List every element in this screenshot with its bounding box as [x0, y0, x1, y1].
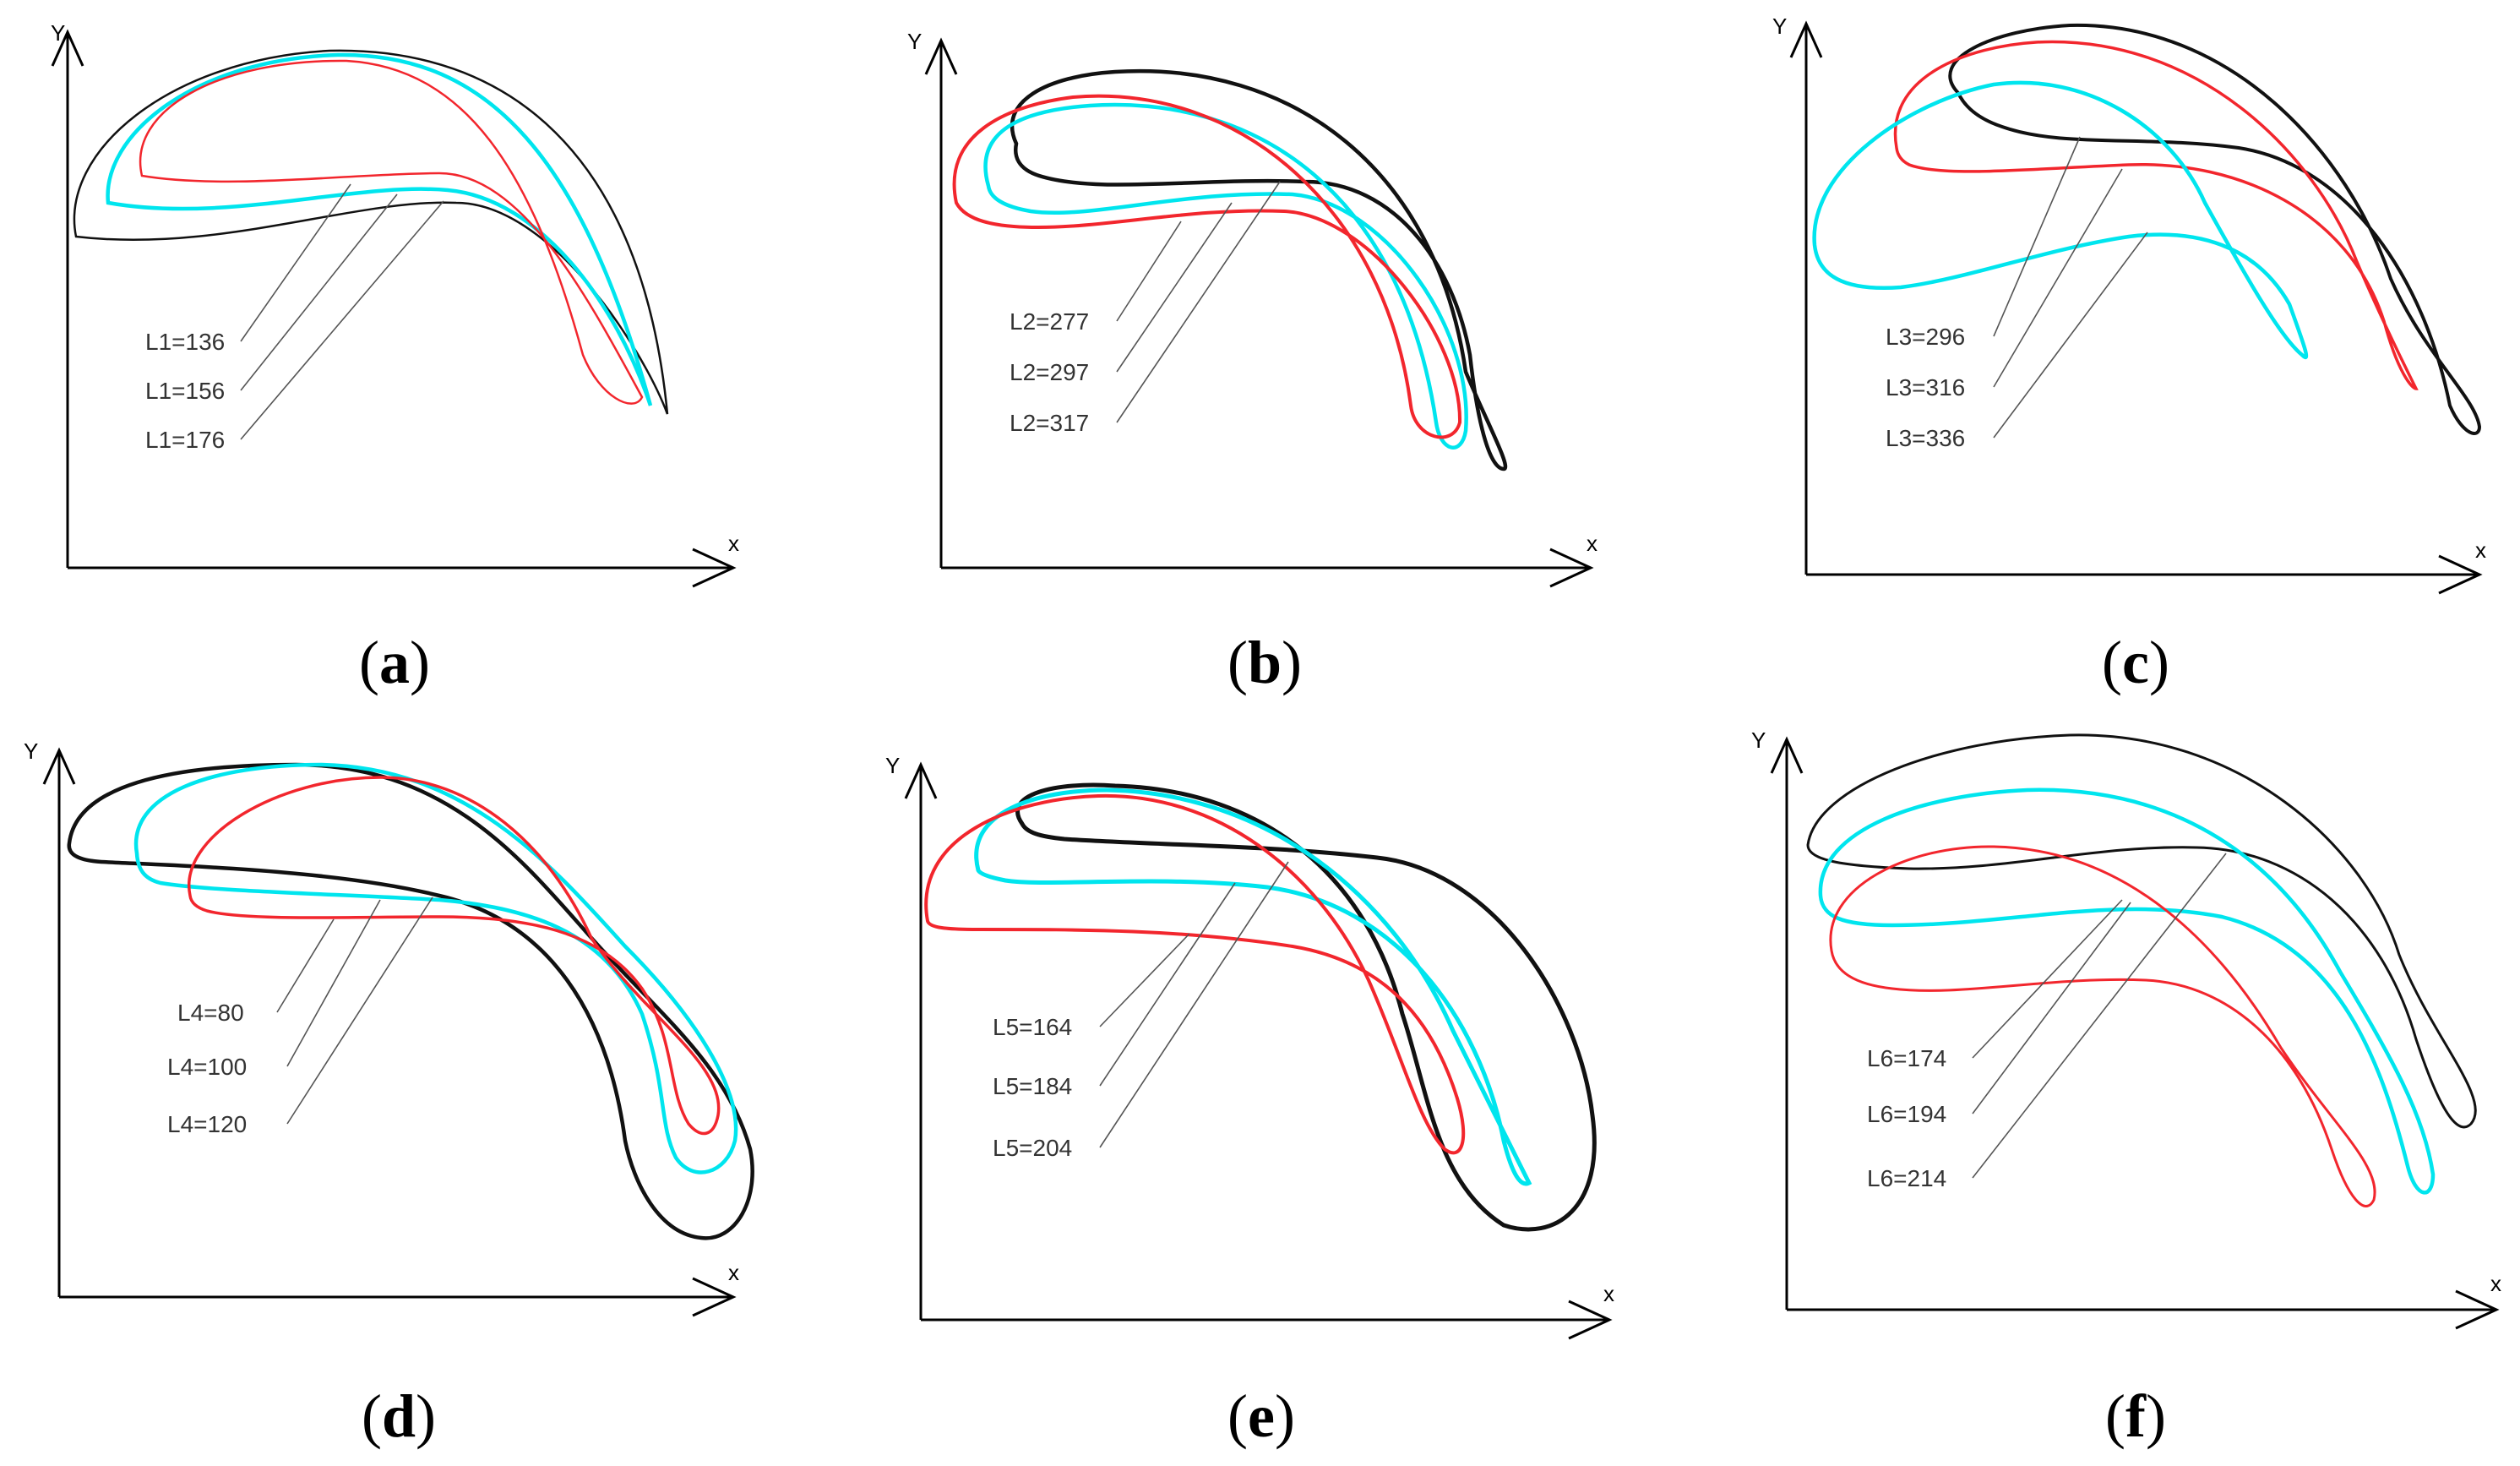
y-axis-arrow	[1789, 20, 1823, 58]
annotation-label: L4=80	[177, 1000, 244, 1026]
x-axis-label: x	[2490, 1271, 2501, 1296]
x-axis-arrow	[2455, 1289, 2500, 1330]
annotation-label: L1=176	[145, 427, 225, 453]
leader-line	[1116, 181, 1281, 423]
y-axis-label: Y	[885, 753, 900, 778]
panel-c: Y x L3=296 L3=316 L3=336 (c)	[1772, 14, 2486, 696]
y-axis-arrow	[904, 761, 938, 799]
panel-caption: (b)	[1227, 629, 1302, 696]
x-axis-label: x	[728, 531, 739, 556]
leader-line	[240, 193, 398, 391]
annotation-label: L6=194	[1867, 1101, 1946, 1127]
x-axis-arrow	[1568, 1300, 1613, 1340]
annotation-label: L2=297	[1010, 359, 1089, 385]
x-axis-arrow	[692, 1277, 737, 1317]
leader-line	[1116, 202, 1233, 373]
x-axis-arrow	[1549, 548, 1594, 588]
annotation-label: L5=184	[993, 1073, 1072, 1099]
curve-black	[1015, 782, 1597, 1232]
curve-cyan	[983, 102, 1468, 450]
panel-b: Y x L2=277 L2=297 L2=317 (b)	[907, 29, 1597, 696]
leader-line	[286, 896, 433, 1125]
panel-caption: (c)	[2102, 629, 2169, 696]
y-axis-label: Y	[1772, 14, 1787, 39]
y-axis-label: Y	[1751, 728, 1766, 753]
curve-cyan	[1812, 80, 2309, 360]
annotation-label: L6=174	[1867, 1045, 1946, 1071]
curve-black	[1010, 68, 1508, 471]
annotation-label: L1=136	[145, 329, 225, 355]
x-axis-label: x	[2475, 537, 2486, 563]
annotation-label: L5=204	[993, 1135, 1072, 1161]
curve-red	[924, 793, 1466, 1155]
leader-line	[1972, 902, 2131, 1114]
annotation-label: L4=120	[167, 1111, 247, 1137]
annotation-label: L3=296	[1886, 324, 1965, 350]
annotation-label: L1=156	[145, 378, 225, 404]
y-axis-label: Y	[24, 738, 38, 764]
y-axis-arrow	[51, 29, 84, 67]
y-axis-label: Y	[51, 20, 65, 46]
leader-line	[1993, 136, 2081, 337]
annotation-label: L5=164	[993, 1014, 1072, 1040]
leader-line	[240, 200, 444, 440]
curve-red	[952, 94, 1462, 439]
leader-line	[240, 183, 351, 342]
curve-red	[1893, 40, 2419, 390]
leader-line	[1993, 232, 2148, 439]
leader-line	[1116, 221, 1182, 322]
curve-cyan	[106, 52, 653, 406]
curve-cyan	[974, 787, 1532, 1186]
x-axis-arrow	[2438, 554, 2483, 595]
leader-line	[286, 899, 381, 1067]
annotation-label: L2=317	[1010, 410, 1089, 436]
leader-line	[1993, 168, 2123, 388]
panel-e: Y x L5=164 L5=184 L5=204 (e)	[885, 753, 1614, 1450]
curve-black	[1806, 733, 2477, 1129]
panel-caption: (f)	[2105, 1382, 2166, 1450]
leader-line	[276, 918, 335, 1013]
panel-caption: (a)	[359, 629, 430, 696]
curve-black	[73, 49, 669, 415]
x-axis-arrow	[692, 548, 737, 588]
y-axis-arrow	[1770, 736, 1804, 774]
panel-caption: (e)	[1227, 1382, 1295, 1450]
panel-f: Y x L6=174 L6=194 L6=214 (f)	[1751, 728, 2501, 1450]
annotation-label: L6=214	[1867, 1165, 1946, 1191]
curve-red	[187, 776, 721, 1136]
x-axis-label: x	[1603, 1281, 1614, 1306]
panel-caption: (d)	[362, 1382, 436, 1450]
annotation-label: L3=316	[1886, 374, 1965, 401]
x-axis-label: x	[1587, 531, 1597, 556]
y-axis-label: Y	[907, 29, 922, 54]
y-axis-arrow	[42, 747, 76, 785]
y-axis-arrow	[924, 37, 958, 75]
curve-black	[1948, 23, 2482, 435]
curve-cyan	[133, 762, 738, 1174]
panel-a: Y x L1=136 L1=156 L1=176 (a)	[51, 20, 739, 696]
leader-line	[1972, 853, 2227, 1179]
curve-black	[67, 762, 754, 1240]
curve-red	[139, 59, 644, 405]
annotation-label: L3=336	[1886, 425, 1965, 451]
annotation-label: L2=277	[1010, 308, 1089, 335]
leader-line	[1099, 861, 1289, 1148]
panel-d: Y x L4=80 L4=100 L4=120 (d)	[24, 738, 754, 1450]
annotation-label: L4=100	[167, 1054, 247, 1080]
curve-cyan	[1818, 787, 2436, 1195]
curve-red	[1829, 845, 2376, 1207]
leader-line	[1972, 899, 2123, 1059]
leader-line	[1099, 933, 1190, 1027]
x-axis-label: x	[728, 1260, 739, 1285]
leader-line	[1099, 882, 1236, 1087]
